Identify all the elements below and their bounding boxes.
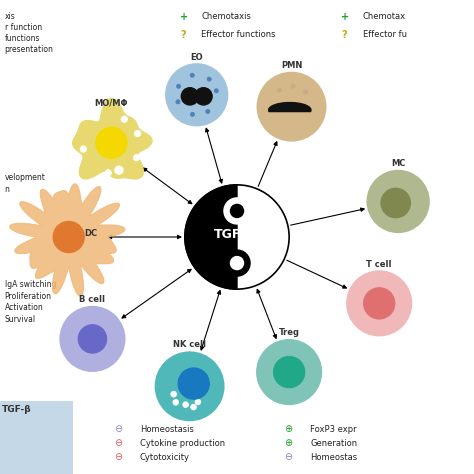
- Circle shape: [183, 402, 189, 408]
- Circle shape: [257, 73, 326, 141]
- Circle shape: [121, 116, 128, 122]
- Circle shape: [397, 176, 402, 182]
- Text: EO: EO: [191, 53, 203, 62]
- Text: ⊖: ⊖: [114, 438, 122, 448]
- Text: Homeostas: Homeostas: [310, 453, 357, 462]
- Text: functions: functions: [5, 34, 40, 43]
- Circle shape: [303, 90, 308, 94]
- FancyBboxPatch shape: [0, 401, 73, 474]
- Circle shape: [53, 221, 84, 253]
- Text: FoxP3 expr: FoxP3 expr: [310, 425, 357, 434]
- Circle shape: [166, 64, 228, 126]
- Text: r function: r function: [5, 23, 42, 32]
- Text: Survival: Survival: [5, 315, 36, 324]
- Text: PMN: PMN: [281, 61, 302, 70]
- Circle shape: [155, 352, 224, 420]
- Text: T cell: T cell: [366, 260, 392, 269]
- Circle shape: [364, 288, 395, 319]
- Circle shape: [115, 166, 123, 174]
- Circle shape: [176, 84, 181, 88]
- Text: +: +: [180, 12, 188, 22]
- Text: DC: DC: [85, 229, 98, 238]
- Circle shape: [230, 204, 244, 218]
- Text: NK cell: NK cell: [173, 340, 206, 349]
- Circle shape: [230, 256, 244, 270]
- Text: Effector functions: Effector functions: [201, 30, 276, 39]
- Text: IgA switching: IgA switching: [5, 280, 56, 289]
- Text: MC: MC: [391, 159, 405, 168]
- Circle shape: [195, 399, 201, 405]
- Circle shape: [207, 77, 211, 81]
- Circle shape: [191, 112, 195, 117]
- Circle shape: [397, 220, 403, 226]
- Text: Activation: Activation: [5, 303, 44, 312]
- Circle shape: [60, 307, 125, 371]
- Circle shape: [277, 88, 282, 92]
- Text: ?: ?: [341, 30, 347, 40]
- Circle shape: [173, 400, 179, 405]
- Text: ?: ?: [180, 30, 186, 40]
- Circle shape: [195, 88, 212, 105]
- Text: Generation: Generation: [310, 439, 357, 448]
- Circle shape: [135, 130, 141, 137]
- Circle shape: [206, 109, 210, 114]
- Text: B cell: B cell: [80, 295, 105, 304]
- Text: ⊖: ⊖: [284, 452, 292, 462]
- Text: +: +: [341, 12, 349, 22]
- Wedge shape: [185, 185, 237, 289]
- Circle shape: [80, 146, 87, 152]
- Polygon shape: [9, 184, 125, 296]
- Text: Effector fu: Effector fu: [363, 30, 407, 39]
- Circle shape: [181, 88, 199, 105]
- Circle shape: [415, 190, 421, 196]
- Circle shape: [224, 198, 250, 224]
- Circle shape: [415, 209, 420, 214]
- Text: Chemotax: Chemotax: [363, 12, 406, 21]
- Circle shape: [381, 188, 410, 218]
- Text: TGF-β: TGF-β: [2, 405, 32, 414]
- Text: ⊖: ⊖: [114, 452, 122, 462]
- Circle shape: [273, 356, 305, 388]
- Circle shape: [178, 368, 210, 399]
- Text: velopment: velopment: [5, 173, 46, 182]
- Text: Treg: Treg: [279, 328, 300, 337]
- Text: Proliferation: Proliferation: [5, 292, 52, 301]
- Text: presentation: presentation: [5, 45, 54, 54]
- Circle shape: [191, 404, 196, 410]
- Circle shape: [185, 185, 289, 289]
- Circle shape: [133, 155, 140, 161]
- Circle shape: [214, 89, 219, 93]
- Circle shape: [176, 100, 180, 104]
- Circle shape: [171, 391, 177, 397]
- Text: xis: xis: [5, 12, 16, 21]
- Text: TGF-β: TGF-β: [214, 228, 255, 241]
- Circle shape: [291, 84, 295, 89]
- Circle shape: [367, 171, 429, 232]
- Circle shape: [376, 208, 382, 214]
- Text: Homeostasis: Homeostasis: [140, 425, 194, 434]
- Polygon shape: [73, 99, 152, 179]
- Text: n: n: [5, 185, 9, 194]
- Circle shape: [257, 340, 321, 404]
- Circle shape: [96, 127, 127, 158]
- Text: Cytotoxicity: Cytotoxicity: [140, 453, 190, 462]
- Polygon shape: [269, 102, 311, 111]
- Text: ⊖: ⊖: [114, 424, 122, 434]
- Circle shape: [78, 325, 107, 353]
- Circle shape: [224, 250, 250, 276]
- Text: ⊕: ⊕: [284, 424, 292, 434]
- Text: Chemotaxis: Chemotaxis: [201, 12, 251, 21]
- Circle shape: [380, 184, 385, 190]
- Text: ⊕: ⊕: [284, 438, 292, 448]
- Text: MO/MΦ: MO/MΦ: [95, 98, 128, 107]
- Circle shape: [105, 170, 111, 176]
- Text: Cytokine production: Cytokine production: [140, 439, 225, 448]
- Circle shape: [190, 73, 194, 77]
- Circle shape: [347, 271, 411, 336]
